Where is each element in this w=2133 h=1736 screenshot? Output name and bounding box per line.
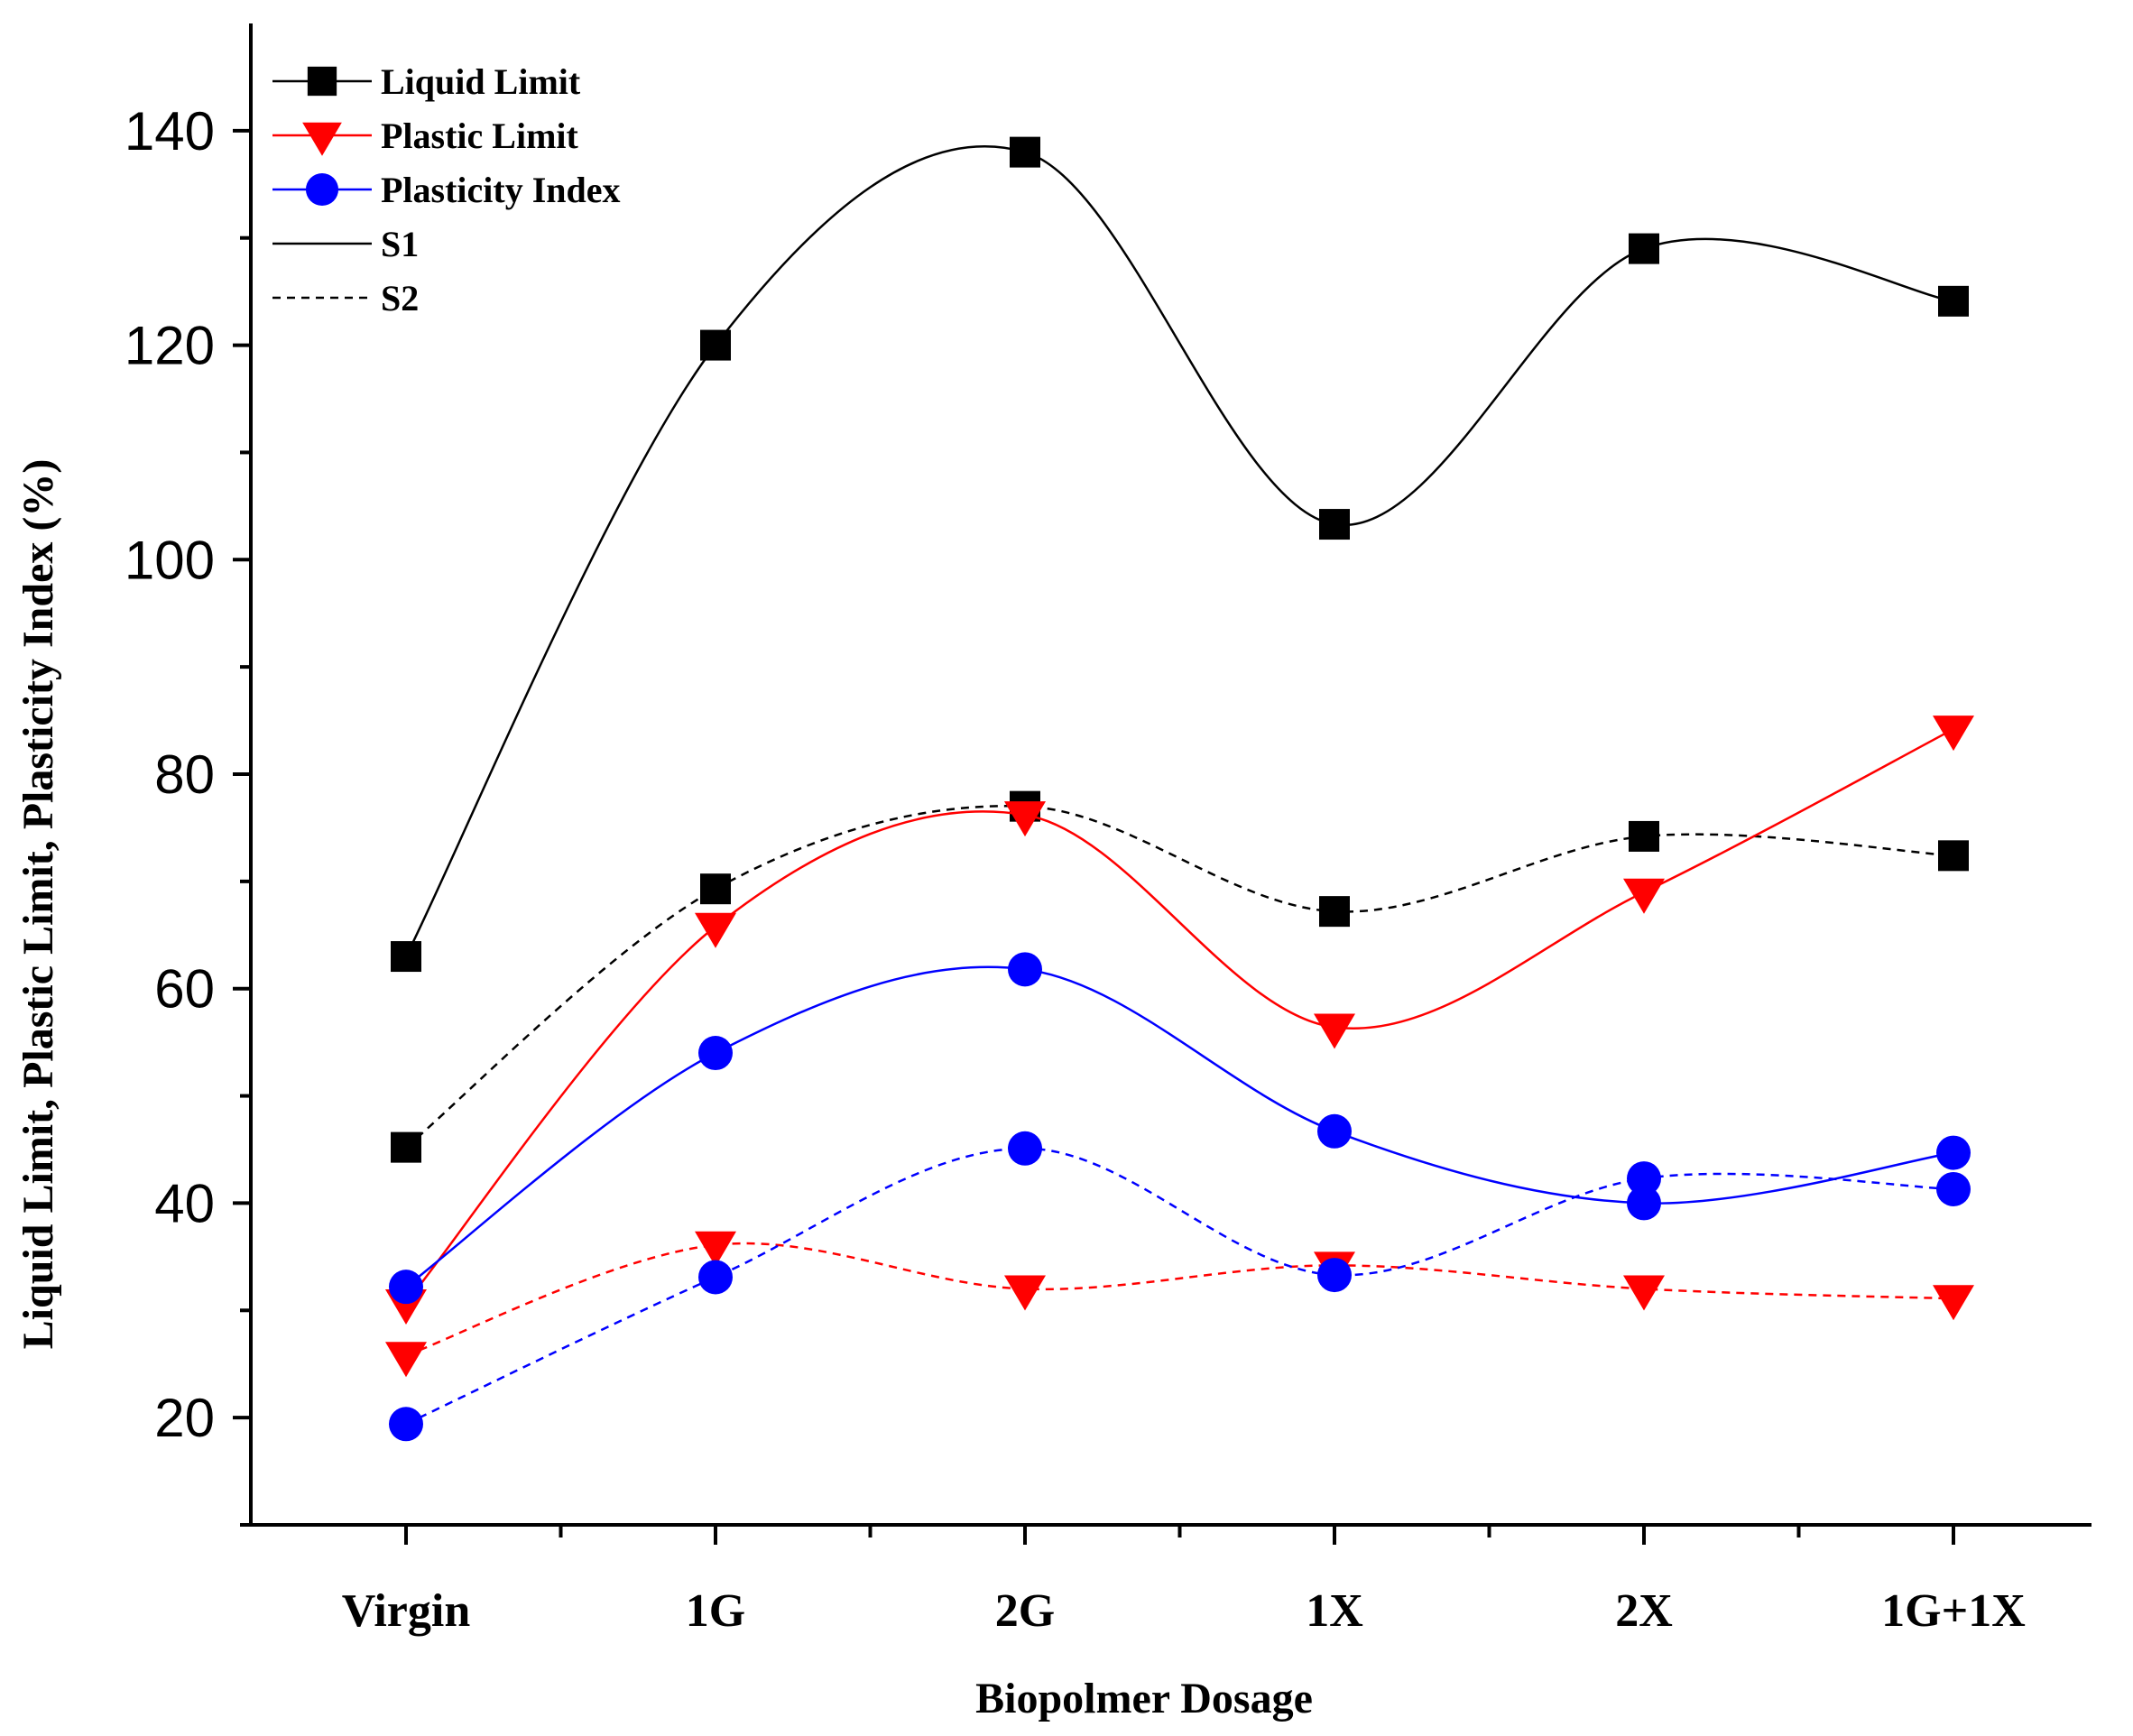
data-point-liquid-limit-s2-virgin [391, 1131, 421, 1163]
series-plastic-limit-s2 [385, 1231, 1974, 1378]
data-point-liquid-limit-s1-1g-1x [1938, 285, 1969, 317]
data-point-plasticity-index-s1-1g-1x [1936, 1135, 1971, 1170]
data-point-liquid-limit-s2-1x [1319, 896, 1350, 928]
legend-item-s1: S1 [272, 224, 419, 264]
data-point-plasticity-index-s2-2g [1008, 1131, 1042, 1166]
x-tick-label-1g: 1G [686, 1585, 745, 1637]
legend-item-s2: S2 [272, 278, 419, 319]
data-point-plastic-limit-s1-2g [1004, 801, 1046, 837]
y-tick-label: 40 [154, 1173, 215, 1233]
data-point-plastic-limit-s2-2x [1623, 1275, 1665, 1311]
series-plastic-limit-s1 [385, 716, 1974, 1325]
legend-item-plastic-limit: Plastic Limit [272, 115, 579, 156]
series-layer [385, 136, 1974, 1442]
data-point-plasticity-index-s1-virgin [389, 1270, 423, 1305]
data-point-plasticity-index-s1-2g [1008, 952, 1042, 987]
y-tick-label: 20 [154, 1388, 215, 1448]
x-axis-title: Biopolmer Dosage [975, 1675, 1313, 1722]
x-tick-label-2g: 2G [995, 1585, 1055, 1637]
legend-item-liquid-limit: Liquid Limit [272, 61, 581, 102]
legend-swatch-marker [307, 66, 337, 97]
data-point-liquid-limit-s2-1g-1x [1938, 840, 1969, 872]
data-point-liquid-limit-s1-virgin [391, 941, 421, 973]
data-point-liquid-limit-s1-1g [700, 329, 731, 361]
x-tick-label-virgin: Virgin [342, 1585, 471, 1637]
y-tick-label: 60 [154, 959, 215, 1020]
data-point-plastic-limit-s2-virgin [385, 1342, 427, 1378]
legend-label: S1 [381, 224, 419, 264]
data-point-liquid-limit-s1-2g [1010, 136, 1040, 168]
legend-label: Plasticity Index [381, 170, 621, 210]
legend-swatch-marker [302, 122, 342, 156]
y-axis-title: Liquid Limit, Plastic Limit, Plasticity … [14, 459, 62, 1350]
data-point-plastic-limit-s1-1g-1x [1933, 716, 1974, 752]
series-plasticity-index-s1 [389, 952, 1971, 1305]
y-tick-label: 120 [125, 316, 215, 376]
y-tick-label: 80 [154, 744, 215, 805]
data-point-plasticity-index-s1-1x [1317, 1113, 1352, 1149]
series-liquid-limit-s2 [391, 790, 1969, 1163]
series-plasticity-index-s2 [389, 1131, 1971, 1442]
y-axis-ticks: 20 40 60 80 100 120 140 [125, 101, 251, 1527]
series-line-plastic-limit-s1 [405, 727, 1954, 1304]
data-point-plasticity-index-s1-2x [1627, 1186, 1661, 1221]
data-point-plastic-limit-s2-2g [1004, 1275, 1046, 1311]
series-line-liquid-limit-s2 [405, 805, 1954, 1149]
data-point-plastic-limit-s1-1x [1314, 1013, 1355, 1049]
plot-frame [249, 23, 2091, 1527]
data-point-plasticity-index-s2-1x [1317, 1258, 1352, 1293]
legend-item-plasticity-index: Plasticity Index [272, 170, 621, 210]
legend: Liquid Limit Plastic Limit Plasticity Inde… [272, 61, 621, 319]
data-point-plasticity-index-s2-virgin [389, 1407, 423, 1442]
data-point-plasticity-index-s2-1g-1x [1936, 1171, 1971, 1206]
y-tick-label: 100 [125, 530, 215, 590]
data-point-plastic-limit-s2-1g [695, 1231, 736, 1267]
data-point-plasticity-index-s1-1g [698, 1036, 733, 1071]
data-point-plastic-limit-s1-1g [695, 912, 736, 948]
data-point-liquid-limit-s2-1g [700, 873, 731, 905]
series-line-plastic-limit-s2 [405, 1242, 1954, 1357]
data-point-plasticity-index-s2-2x [1627, 1161, 1661, 1196]
series-line-liquid-limit-s1 [404, 144, 1954, 957]
data-point-liquid-limit-s2-2x [1629, 820, 1659, 852]
data-point-liquid-limit-s1-1x [1319, 509, 1350, 540]
series-line-plasticity-index-s2 [405, 1147, 1954, 1426]
x-tick-label-1x: 1X [1306, 1585, 1363, 1637]
legend-label: Plastic Limit [381, 115, 579, 156]
x-tick-label-1g-1x: 1G+1X [1881, 1585, 2026, 1637]
data-point-plastic-limit-s1-2x [1623, 878, 1665, 914]
legend-label: Liquid Limit [381, 61, 581, 102]
x-axis-ticks: Virgin 1G 2G 1X 2X 1G+1X [342, 1525, 2026, 1637]
x-tick-label-2x: 2X [1615, 1585, 1673, 1637]
data-point-plastic-limit-s2-1g-1x [1933, 1285, 1974, 1321]
series-liquid-limit-s1 [391, 136, 1969, 973]
legend-swatch-marker [305, 172, 339, 207]
series-line-plasticity-index-s1 [405, 965, 1954, 1288]
data-point-liquid-limit-s1-2x [1629, 233, 1659, 264]
y-tick-label: 140 [125, 101, 215, 162]
data-point-plasticity-index-s2-1g [698, 1260, 733, 1295]
legend-label: S2 [381, 278, 419, 319]
